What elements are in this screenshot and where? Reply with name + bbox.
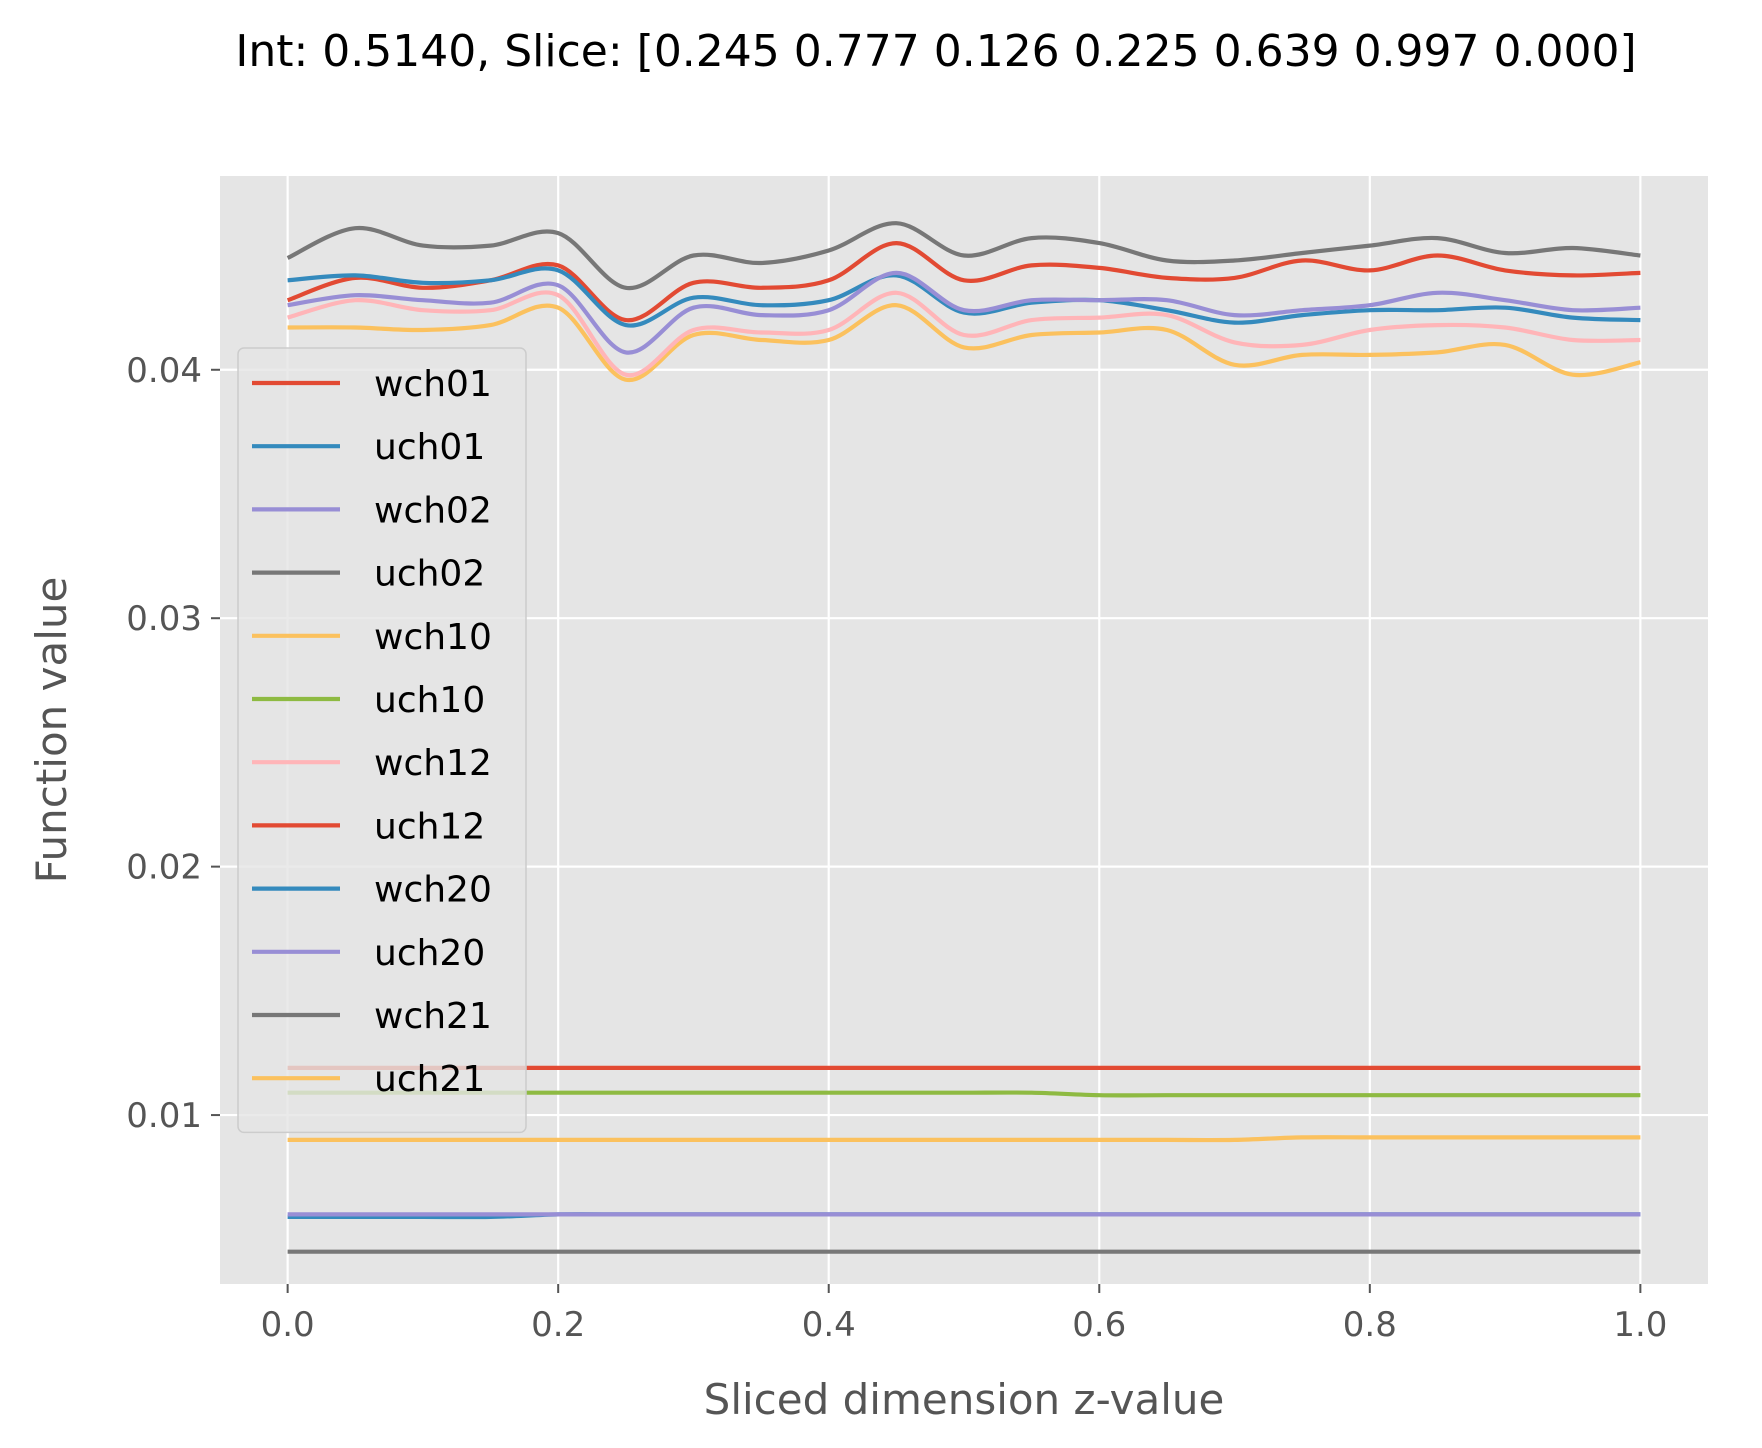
- y-axis-label: Function value: [27, 577, 76, 884]
- x-tick-label: 0.0: [261, 1305, 315, 1345]
- legend: wch01 uch01 wch02 uch02 wch10 uch10 wch12 uch12…: [237, 347, 527, 1134]
- x-tick-label: 0.8: [1343, 1305, 1397, 1345]
- series-line-uch21: [287, 1135, 1641, 1143]
- legend-label-uch02: uch02: [374, 554, 485, 595]
- legend-label-wch02: wch02: [374, 490, 492, 531]
- series-line-wch10: [287, 303, 1641, 382]
- series-line-uch01: [287, 266, 1641, 328]
- y-tick-label: 0.04: [126, 351, 202, 391]
- x-axis-label: Sliced dimension z-value: [704, 1375, 1225, 1424]
- x-tick-label: 1.0: [1613, 1305, 1667, 1345]
- legend-label-wch01: wch01: [374, 364, 492, 405]
- x-tick-label: 0.4: [802, 1305, 856, 1345]
- y-axis-ticks: 0.01 0.02 0.03 0.04: [126, 351, 220, 1136]
- x-tick-label: 0.6: [1072, 1305, 1126, 1345]
- legend-label-wch10: wch10: [374, 617, 492, 658]
- legend-label-wch20: wch20: [374, 870, 492, 911]
- series-line-uch02: [286, 221, 1641, 291]
- x-axis-ticks: 0.0 0.2 0.4 0.6 0.8 1.0: [261, 1284, 1667, 1345]
- y-tick-label: 0.01: [126, 1096, 202, 1136]
- legend-label-uch21: uch21: [374, 1059, 485, 1100]
- series-line-wch12: [287, 290, 1641, 378]
- legend-box: [237, 347, 527, 1134]
- legend-label-uch12: uch12: [374, 806, 485, 847]
- series-line-wch02: [287, 270, 1641, 355]
- x-tick-label: 0.2: [531, 1305, 585, 1345]
- chart-title: Int: 0.5140, Slice: [0.245 0.777 0.126 0…: [235, 26, 1636, 77]
- legend-label-uch10: uch10: [374, 680, 485, 721]
- legend-label-wch12: wch12: [374, 743, 492, 784]
- y-tick-label: 0.03: [126, 599, 202, 639]
- legend-label-uch01: uch01: [374, 427, 485, 468]
- legend-label-uch20: uch20: [374, 933, 485, 974]
- legend-label-wch21: wch21: [374, 996, 492, 1037]
- y-tick-label: 0.02: [126, 848, 202, 888]
